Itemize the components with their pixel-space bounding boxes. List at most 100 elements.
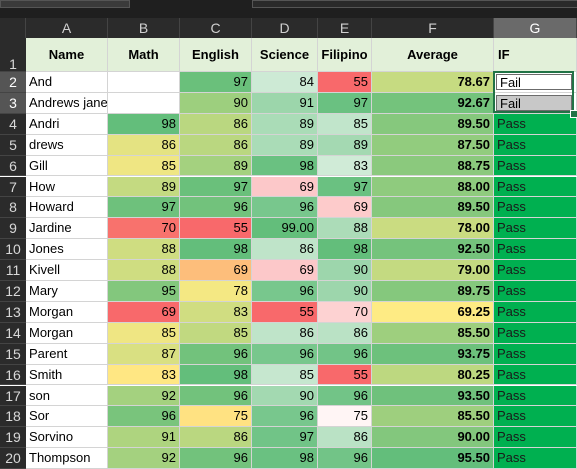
cell-math[interactable]: 96 xyxy=(108,406,180,428)
cell-average[interactable]: 89.50 xyxy=(372,113,494,135)
cell-science[interactable]: 86 xyxy=(252,239,318,261)
cell-filipino[interactable]: 88 xyxy=(318,218,372,240)
cell-average[interactable]: 85.50 xyxy=(372,322,494,344)
row-header-16[interactable]: 16 xyxy=(0,364,26,386)
row-header-2[interactable]: 2 xyxy=(0,72,26,93)
cell-math[interactable]: 86 xyxy=(108,134,180,156)
cell-english[interactable]: 96 xyxy=(180,197,252,219)
cell-average[interactable]: 79.00 xyxy=(372,260,494,281)
cell-english[interactable]: 55 xyxy=(180,218,252,240)
cell-average[interactable]: 80.25 xyxy=(372,364,494,386)
cell-filipino[interactable]: 98 xyxy=(318,239,372,261)
cell-science[interactable]: 69 xyxy=(252,176,318,198)
header-if[interactable]: IF xyxy=(494,38,577,72)
cell-english[interactable]: 75 xyxy=(180,406,252,428)
cell-english[interactable]: 98 xyxy=(180,239,252,261)
row-header-11[interactable]: 11 xyxy=(0,260,26,281)
cell-science[interactable]: 55 xyxy=(252,301,318,323)
cell-result[interactable]: Pass xyxy=(494,385,577,407)
cell-science[interactable]: 69 xyxy=(252,260,318,281)
cell-name[interactable]: How xyxy=(26,176,108,198)
cell-filipino[interactable]: 96 xyxy=(318,343,372,365)
cell-result[interactable]: Pass xyxy=(494,197,577,219)
cell-result[interactable]: Fail xyxy=(494,72,577,93)
cell-result[interactable]: Pass xyxy=(494,322,577,344)
cell-english[interactable]: 86 xyxy=(180,427,252,449)
row-header-19[interactable]: 19 xyxy=(0,427,26,449)
cell-result[interactable]: Pass xyxy=(494,301,577,323)
cell-science[interactable]: 97 xyxy=(252,427,318,449)
row-header-9[interactable]: 9 xyxy=(0,218,26,240)
cell-filipino[interactable]: 83 xyxy=(318,155,372,177)
cell-filipino[interactable]: 55 xyxy=(318,364,372,386)
row-header-18[interactable]: 18 xyxy=(0,406,26,428)
cell-english[interactable]: 85 xyxy=(180,322,252,344)
cell-english[interactable]: 97 xyxy=(180,72,252,93)
cell-math[interactable]: 70 xyxy=(108,218,180,240)
cell-english[interactable]: 69 xyxy=(180,260,252,281)
cell-science[interactable]: 89 xyxy=(252,134,318,156)
column-header-g[interactable]: G xyxy=(494,18,577,38)
cell-name[interactable]: Morgan xyxy=(26,322,108,344)
cell-name[interactable]: Morgan xyxy=(26,301,108,323)
cell-name[interactable]: And xyxy=(26,72,108,93)
cell-filipino[interactable]: 90 xyxy=(318,260,372,281)
cell-science[interactable]: 91 xyxy=(252,92,318,114)
cell-average[interactable]: 90.00 xyxy=(372,427,494,449)
cell-science[interactable]: 96 xyxy=(252,343,318,365)
cell-english[interactable]: 78 xyxy=(180,281,252,302)
cell-filipino[interactable]: 97 xyxy=(318,176,372,198)
cell-english[interactable]: 96 xyxy=(180,343,252,365)
cell-name[interactable]: Mary xyxy=(26,281,108,302)
cell-science[interactable]: 90 xyxy=(252,385,318,407)
cell-math[interactable]: 85 xyxy=(108,322,180,344)
cell-result[interactable]: Pass xyxy=(494,113,577,135)
cell-average[interactable]: 88.00 xyxy=(372,176,494,198)
row-header-17[interactable]: 17 xyxy=(0,385,26,407)
column-header-b[interactable]: B xyxy=(108,18,180,38)
cell-filipino[interactable]: 85 xyxy=(318,113,372,135)
cell-average[interactable]: 85.50 xyxy=(372,406,494,428)
header-math[interactable]: Math xyxy=(108,38,180,72)
row-header-10[interactable]: 10 xyxy=(0,239,26,261)
cell-english[interactable]: 90 xyxy=(180,92,252,114)
cell-result[interactable]: Pass xyxy=(494,364,577,386)
cell-result[interactable]: Pass xyxy=(494,239,577,261)
cell-math[interactable]: 87 xyxy=(108,343,180,365)
cell-result[interactable]: Pass xyxy=(494,448,577,469)
cell-average[interactable]: 89.50 xyxy=(372,197,494,219)
row-header-1[interactable]: 1 xyxy=(0,38,26,72)
cell-math[interactable]: 83 xyxy=(108,364,180,386)
cell-math[interactable]: 92 xyxy=(108,385,180,407)
name-box[interactable] xyxy=(0,0,130,8)
cell-name[interactable]: Andrews jane xyxy=(26,92,108,114)
cell-english[interactable]: 83 xyxy=(180,301,252,323)
cell-name[interactable]: Sor xyxy=(26,406,108,428)
cell-result[interactable]: Pass xyxy=(494,155,577,177)
cell-name[interactable]: drews xyxy=(26,134,108,156)
cell-math[interactable]: 97 xyxy=(108,197,180,219)
cell-result[interactable]: Pass xyxy=(494,281,577,302)
column-header-a[interactable]: A xyxy=(26,18,108,38)
cell-name[interactable]: Smith xyxy=(26,364,108,386)
cell-math[interactable]: 91 xyxy=(108,427,180,449)
cell-filipino[interactable]: 97 xyxy=(318,92,372,114)
cell-english[interactable]: 96 xyxy=(180,448,252,469)
cell-filipino[interactable]: 90 xyxy=(318,281,372,302)
cell-filipino[interactable]: 86 xyxy=(318,427,372,449)
row-header-13[interactable]: 13 xyxy=(0,301,26,323)
cell-filipino[interactable]: 70 xyxy=(318,301,372,323)
cell-filipino[interactable]: 96 xyxy=(318,448,372,469)
cell-average[interactable]: 93.50 xyxy=(372,385,494,407)
column-header-d[interactable]: D xyxy=(252,18,318,38)
header-science[interactable]: Science xyxy=(252,38,318,72)
header-english[interactable]: English xyxy=(180,38,252,72)
cell-math[interactable]: 98 xyxy=(108,113,180,135)
row-header-20[interactable]: 20 xyxy=(0,448,26,469)
row-header-4[interactable]: 4 xyxy=(0,113,26,135)
cell-filipino[interactable]: 69 xyxy=(318,197,372,219)
header-average[interactable]: Average xyxy=(372,38,494,72)
row-header-12[interactable]: 12 xyxy=(0,281,26,302)
row-header-3[interactable]: 3 xyxy=(0,92,26,114)
column-header-e[interactable]: E xyxy=(318,18,372,38)
